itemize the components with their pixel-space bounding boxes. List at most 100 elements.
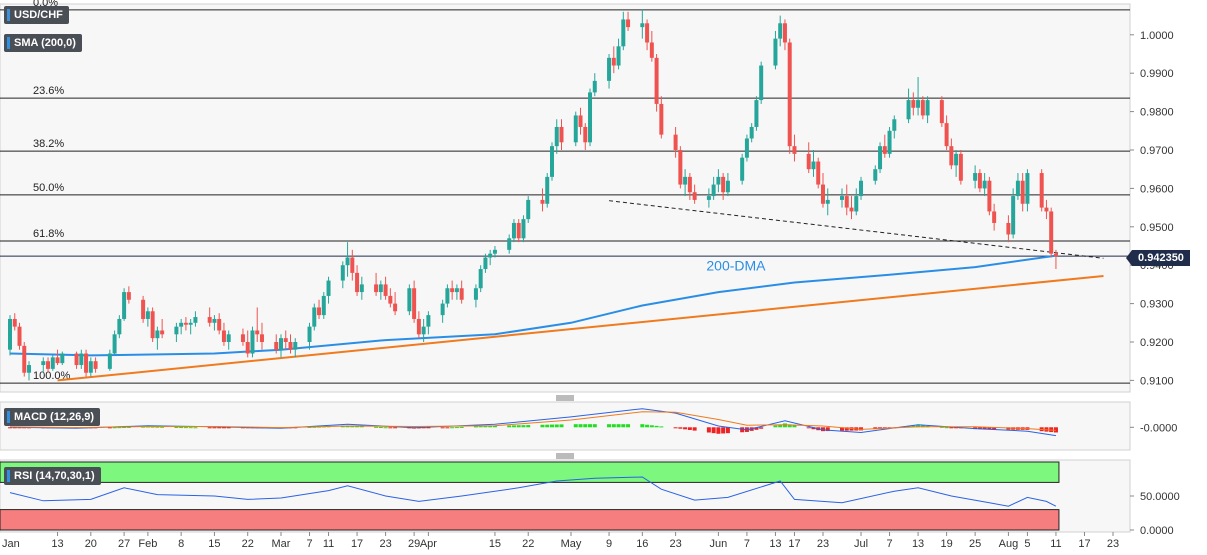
candle — [958, 150, 963, 185]
candle — [973, 165, 978, 189]
x-tick-label: Aug — [999, 538, 1019, 550]
candle-body — [41, 361, 46, 366]
candle — [27, 361, 32, 381]
macd-resize-handle[interactable] — [556, 395, 574, 401]
candle-body — [649, 42, 654, 58]
macd-histogram-bar — [878, 427, 883, 429]
candle-body — [8, 318, 12, 350]
candle-body — [849, 207, 854, 212]
candle-body — [683, 176, 688, 185]
candle-body — [259, 334, 264, 342]
candle — [626, 11, 631, 31]
rsi-resize-handle[interactable] — [556, 453, 574, 459]
candle — [46, 357, 51, 373]
candle-body — [340, 265, 345, 281]
macd-indicator-badge[interactable]: MACD (12,26,9) — [4, 408, 101, 426]
macd-histogram-bar — [611, 424, 616, 428]
macd-histogram-bar — [193, 427, 198, 429]
candle-body — [274, 342, 279, 350]
candle — [882, 134, 887, 158]
candle-body — [673, 134, 678, 150]
candle — [421, 318, 426, 342]
candle — [459, 280, 464, 304]
fibonacci-levels: 0.0%23.6%38.2%50.0%61.8%100.0% — [0, 0, 1130, 384]
x-tick-label: 9 — [606, 538, 612, 550]
x-axis: Jan 13 20 27 Feb 8 15 22 Mar 7 11 17 23 29 Apr 15 22 May 9… — [2, 532, 1119, 550]
macd-histogram-bar — [507, 425, 512, 428]
candle — [350, 249, 355, 281]
candle-body — [778, 23, 783, 39]
candle — [1039, 169, 1044, 212]
rsi-tick-label: 0.0000 — [1140, 525, 1174, 537]
macd-histogram-bar — [820, 427, 825, 432]
candle — [1049, 207, 1054, 258]
candle — [492, 246, 497, 258]
candle — [559, 119, 564, 150]
candle-body — [887, 130, 892, 154]
candle — [673, 126, 678, 158]
candle — [507, 234, 512, 254]
candle-body — [844, 196, 849, 208]
macd-histogram-bar — [383, 427, 388, 429]
candle-body — [293, 342, 298, 350]
candle-body — [1044, 207, 1049, 212]
candle — [573, 111, 578, 147]
macd-histogram-bar — [554, 424, 559, 428]
macd-histogram-bar — [654, 425, 659, 428]
price-tick-label: 1.0000 — [1140, 30, 1174, 42]
macd-histogram-bar — [521, 425, 526, 428]
candle — [749, 123, 754, 143]
candle-body — [721, 176, 726, 193]
candle-body — [50, 357, 55, 369]
candle-body — [949, 146, 954, 166]
candle — [74, 351, 79, 369]
candle — [526, 196, 531, 223]
candle-body — [288, 342, 293, 350]
candle-body — [859, 180, 864, 197]
x-tick-label: 29 — [408, 538, 420, 550]
candle-body — [526, 199, 531, 220]
candle-body — [507, 238, 512, 250]
candle — [179, 318, 184, 335]
candle — [393, 292, 398, 316]
candle — [60, 351, 65, 366]
fib-level-label: 50.0% — [33, 182, 64, 194]
candle — [1020, 173, 1025, 212]
candle-body — [1053, 253, 1058, 257]
candle — [183, 317, 188, 331]
candle — [878, 142, 883, 174]
candle-body — [12, 318, 17, 327]
candle-body — [150, 311, 155, 339]
sma-200-label: 200-DMA — [706, 258, 766, 274]
rsi-oversold-zone — [0, 509, 1060, 531]
candle-body — [454, 288, 459, 293]
x-tick-label: Jun — [710, 538, 728, 550]
candle-body — [245, 342, 250, 354]
candle-body — [540, 199, 545, 204]
candle-body — [711, 184, 716, 197]
candle-body — [659, 103, 664, 135]
candle-body — [782, 23, 787, 43]
candle — [488, 249, 493, 266]
candle — [820, 173, 825, 208]
sma-indicator-badge[interactable]: SMA (200,0) — [4, 34, 82, 52]
candle-body — [112, 334, 117, 354]
macd-histogram-bar — [987, 427, 992, 430]
x-tick-label: 11 — [323, 538, 334, 550]
macd-histogram-bar — [944, 427, 949, 429]
ascending-trendline — [57, 274, 1104, 382]
macd-histogram-bar — [307, 426, 312, 428]
symbol-badge[interactable]: USD/CHF — [4, 6, 69, 24]
rsi-tick-label: 50.0000 — [1140, 491, 1180, 503]
macd-histogram-bar — [1053, 427, 1058, 433]
candle-body — [107, 353, 112, 369]
x-tick-label: 13 — [51, 538, 63, 550]
candle-body — [355, 272, 360, 293]
candle — [416, 311, 421, 339]
macd-histogram-bar — [179, 427, 184, 429]
candle-body — [388, 295, 393, 304]
rsi-indicator-badge[interactable]: RSI (14,70,30,1) — [4, 467, 101, 485]
x-tick-label: May — [561, 538, 582, 550]
candle-body — [740, 157, 745, 181]
